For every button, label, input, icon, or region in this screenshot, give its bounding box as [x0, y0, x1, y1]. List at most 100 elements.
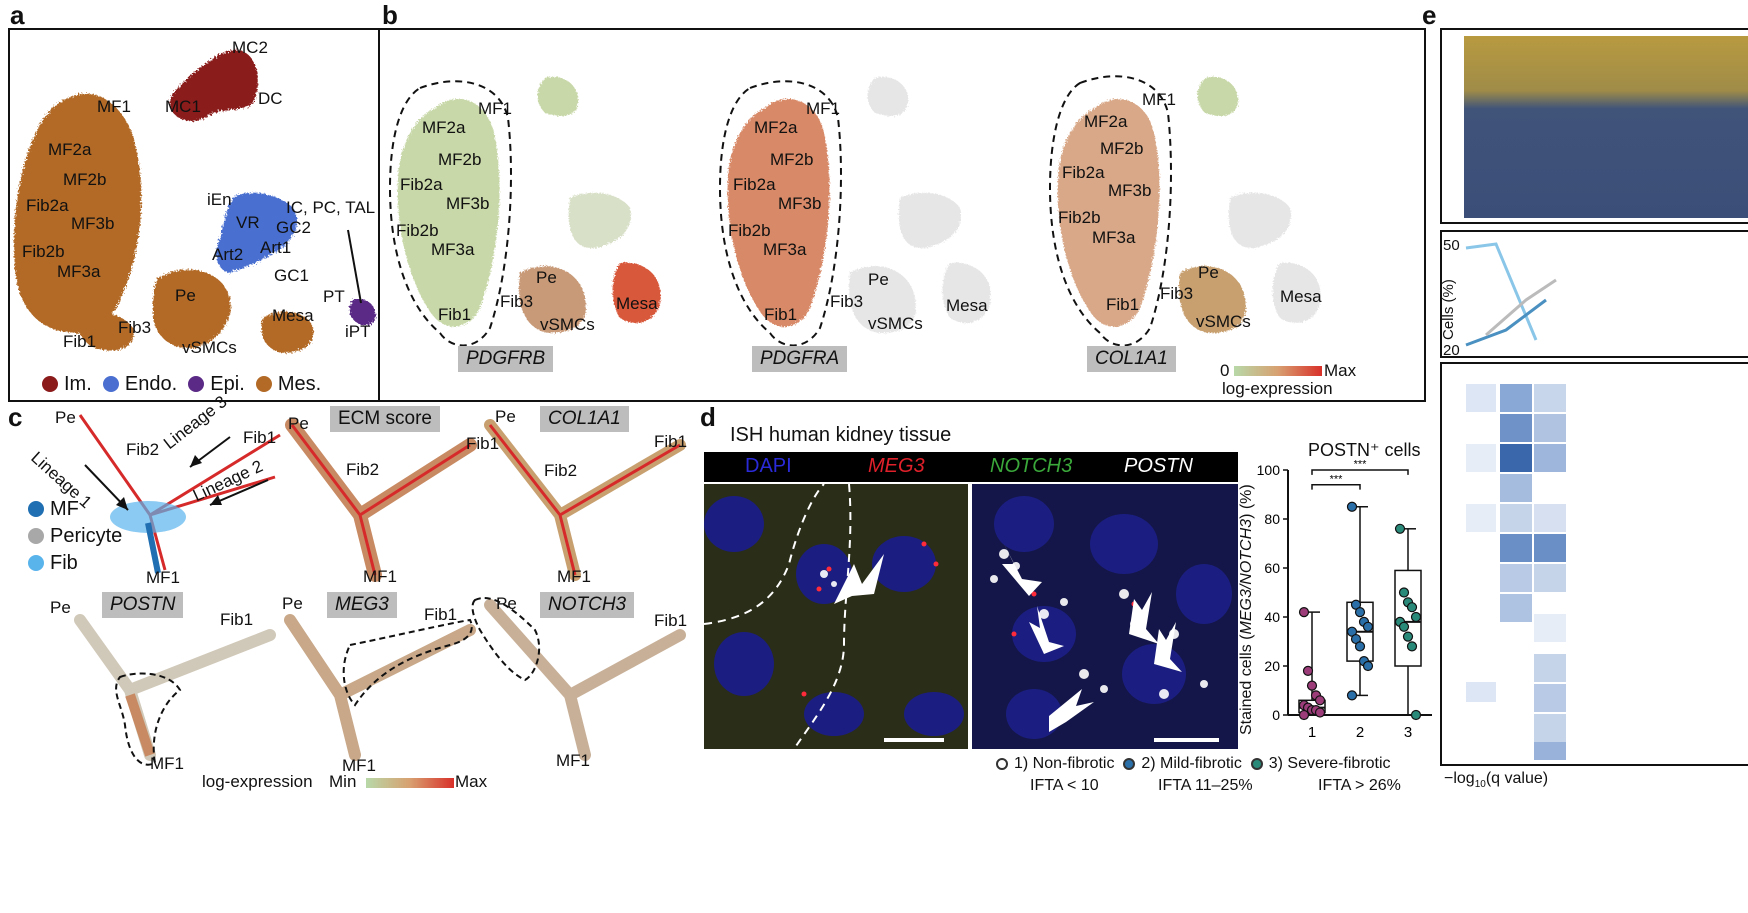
scale-min: 0	[1220, 361, 1230, 380]
cluster-label: MF1	[1142, 90, 1176, 109]
legend-c-item: Pericyte	[28, 525, 122, 548]
umap-b	[388, 75, 1321, 347]
cluster-label: vSMCs	[540, 315, 595, 334]
data-point	[1314, 695, 1326, 706]
cluster-label: MF2a	[422, 118, 466, 137]
traj-label: MF1	[363, 567, 397, 586]
legend-item: Endo.	[102, 373, 177, 395]
cluster-label: VR	[236, 213, 260, 232]
data-point	[1406, 641, 1418, 652]
legend-item: Im.	[42, 373, 92, 395]
cluster-label: Fib3	[830, 292, 864, 311]
traj-label: Fib2	[544, 461, 578, 480]
data-point	[1410, 611, 1422, 623]
group-1: 1) Non-fibrotic	[996, 755, 1114, 772]
legend-dot	[28, 555, 44, 571]
cluster-label: vSMCs	[868, 314, 923, 333]
traj-lineages	[78, 414, 281, 574]
traj-label: MF1	[146, 568, 180, 587]
cluster-label: Fib1	[764, 305, 798, 324]
scale-max: Max	[1324, 361, 1357, 380]
cluster-label: vSMCs	[182, 338, 237, 357]
endo-cluster	[216, 192, 297, 273]
ish-micrographs	[703, 483, 1238, 750]
scale-label: log-expression	[202, 772, 313, 791]
qvalue-frame	[1440, 362, 1748, 766]
cluster-label: MF3a	[57, 262, 101, 281]
legend-dot	[188, 376, 205, 392]
group-3: 3) Severe-fibrotic	[1250, 755, 1391, 772]
legend-dot	[996, 758, 1008, 770]
dashed-outline	[471, 597, 541, 682]
data-point	[1298, 709, 1310, 721]
cluster-label: MF2b	[63, 170, 107, 189]
legend-item: Epi.	[188, 373, 245, 395]
sig-bracket	[1311, 469, 1409, 475]
traj-label: Pe	[282, 594, 303, 613]
data-point	[1354, 607, 1366, 618]
data-point	[1406, 602, 1418, 613]
traj-label: Pe	[288, 414, 309, 433]
panel-label-a: a	[10, 0, 25, 30]
cluster-label: DC	[258, 89, 283, 108]
expression-heatmap	[1464, 36, 1748, 218]
qvalue-xlabel: −log10(q value)	[1444, 770, 1549, 791]
traj-label: Fib1	[220, 610, 254, 629]
traj-label: Fib2	[346, 460, 380, 479]
legend-dot	[1250, 758, 1263, 770]
epi-cluster	[349, 298, 376, 326]
cluster-label: Fib3	[500, 292, 534, 311]
panel-label-e: e	[1422, 0, 1437, 30]
traj-label: Fib1	[654, 611, 688, 630]
traj-label: MF1	[557, 567, 591, 586]
panel-d-title: ISH human kidney tissue	[730, 424, 952, 446]
trajectory-plots	[74, 414, 686, 766]
cluster-label: Fib2b	[22, 242, 65, 261]
boxplot-ylabel: Stained cells (MEG3/NOTCH3) (%)	[1238, 484, 1255, 735]
group-sub: IFTA > 26%	[1318, 777, 1401, 794]
y-tick-label: 100	[1257, 462, 1281, 478]
scale-max: Max	[455, 772, 488, 791]
legend-dot	[102, 376, 119, 392]
color-scale-bar	[366, 778, 454, 788]
cluster-label: Mesa	[946, 296, 988, 315]
cluster-label: GC2	[276, 218, 311, 237]
scale-min: Min	[329, 772, 357, 791]
traj-label: Fib2	[126, 440, 160, 459]
cluster-label: Fib2a	[400, 175, 443, 194]
cluster-label: MF3b	[446, 194, 490, 213]
cluster-label: MF2b	[438, 150, 482, 169]
traj-label: MF1	[150, 754, 184, 773]
traj-label: Fib1	[466, 434, 500, 453]
legend-c-item: Fib	[28, 552, 78, 575]
traj-label: Pe	[495, 407, 516, 426]
sig-label: ***	[1354, 459, 1368, 471]
dashed-outline	[342, 618, 473, 707]
cluster-label: MF1	[806, 99, 840, 118]
cluster-label: Pe	[536, 268, 557, 287]
legend-item: Mes.	[255, 373, 321, 395]
cluster-label: Art2	[212, 245, 244, 264]
cluster-label: iPT	[345, 322, 371, 341]
dashed-outline	[388, 80, 512, 347]
cells-frame	[1440, 230, 1748, 358]
panel-label-c: c	[8, 402, 23, 432]
traj-label: Fib1	[424, 605, 458, 624]
cluster-label: MF2a	[754, 118, 798, 137]
cells-ytick: 50	[1443, 237, 1460, 254]
traj-label: Pe	[55, 408, 76, 427]
cluster-label: Fib3	[118, 318, 152, 337]
data-point	[1362, 660, 1374, 672]
legend-dot	[255, 376, 272, 392]
channel-label: NOTCH3	[990, 455, 1073, 477]
data-point	[1398, 587, 1410, 598]
data-point	[1410, 709, 1422, 721]
cluster-label: Fib1	[438, 305, 472, 324]
cluster-label: Mesa	[1280, 287, 1322, 306]
gene-label: PDGFRA	[752, 346, 848, 372]
cluster-label: MC1	[165, 97, 201, 116]
data-point	[1306, 680, 1318, 691]
x-tick-label: 1	[1308, 724, 1316, 741]
data-point	[1398, 621, 1410, 632]
cluster-label: Fib1	[1106, 295, 1140, 314]
